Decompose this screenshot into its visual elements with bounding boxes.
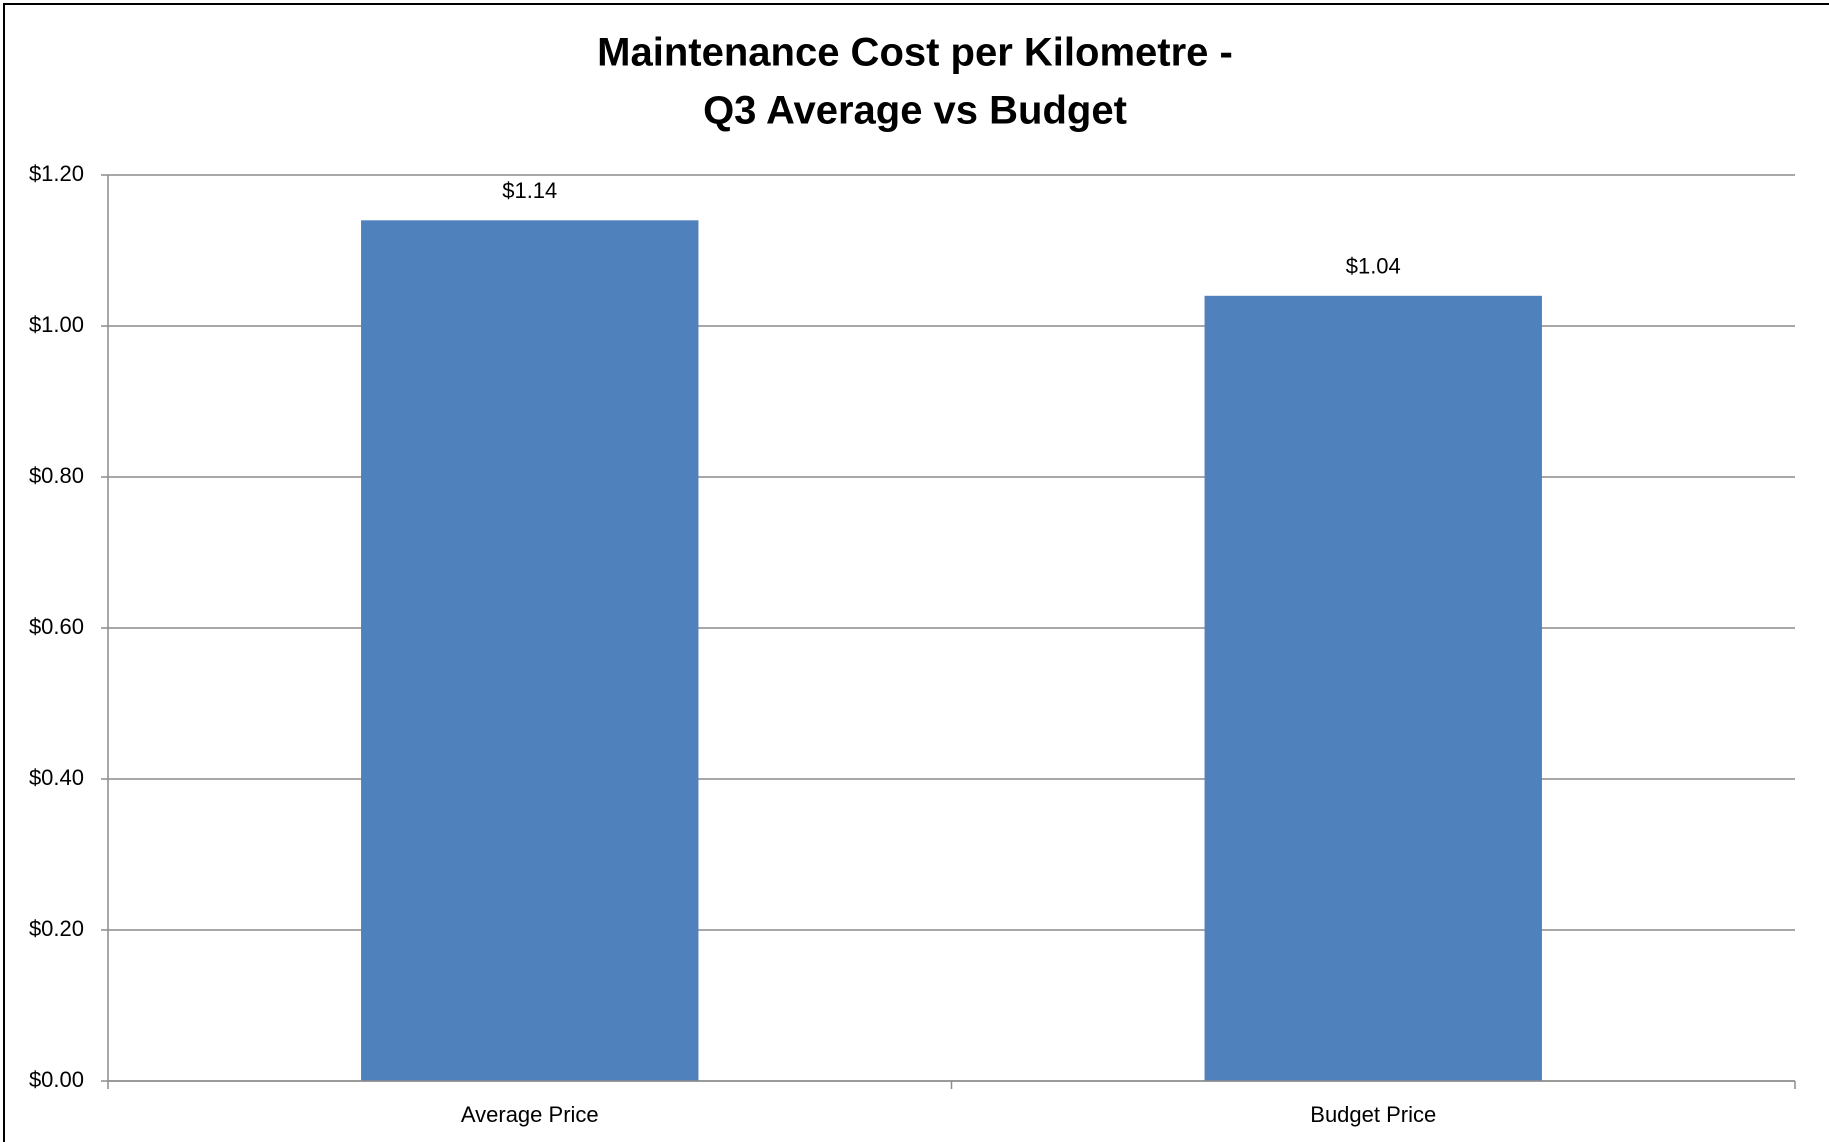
y-tick-label: $0.00 [29, 1067, 84, 1092]
y-tick-label: $1.00 [29, 312, 84, 337]
data-label: $1.14 [502, 178, 557, 203]
y-tick-label: $0.60 [29, 614, 84, 639]
y-tick-label: $1.20 [29, 161, 84, 186]
x-tick-label: Average Price [461, 1102, 599, 1127]
y-tick-label: $0.20 [29, 916, 84, 941]
data-label: $1.04 [1346, 254, 1401, 279]
chart-title: Maintenance Cost per Kilometre - [597, 31, 1233, 75]
chart-title: Q3 Average vs Budget [703, 89, 1127, 133]
x-tick-label: Budget Price [1310, 1102, 1436, 1127]
bar [1204, 295, 1542, 1081]
y-tick-label: $0.40 [29, 765, 84, 790]
y-tick-label: $0.80 [29, 463, 84, 488]
bar [361, 220, 699, 1082]
